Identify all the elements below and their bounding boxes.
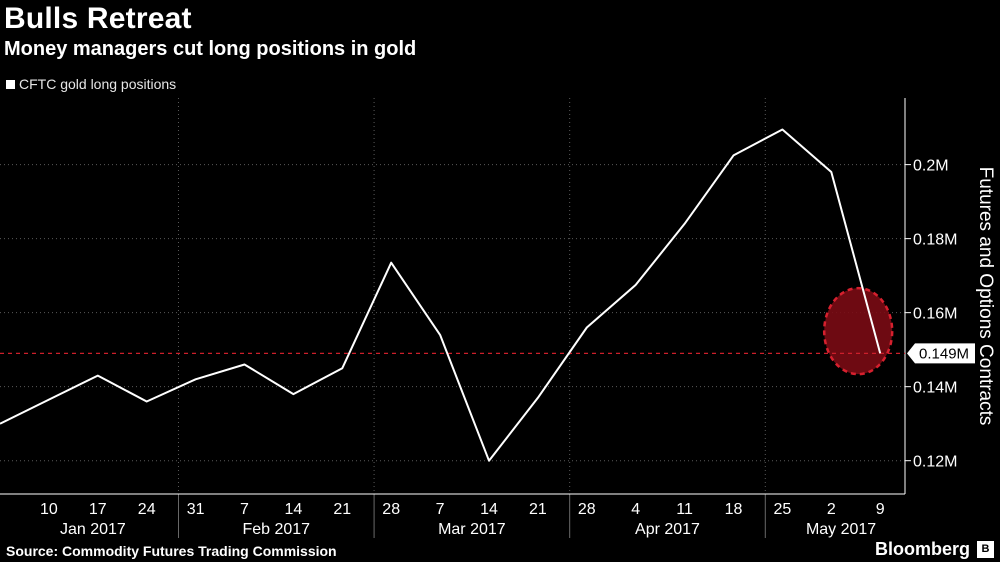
x-tick-label: 25 xyxy=(774,501,792,518)
x-tick-label: 18 xyxy=(725,501,743,518)
x-tick-label: 28 xyxy=(382,501,400,518)
month-label: Mar 2017 xyxy=(438,521,506,538)
x-tick-label: 24 xyxy=(138,501,156,518)
y-axis-title: Futures and Options Contracts xyxy=(975,167,996,426)
x-tick-label: 21 xyxy=(529,501,547,518)
month-label: Jan 2017 xyxy=(60,521,126,538)
source-note: Source: Commodity Futures Trading Commis… xyxy=(6,543,337,559)
y-tick-label: 0.18M xyxy=(913,232,957,249)
last-value-badge xyxy=(907,343,975,364)
x-tick-label: 7 xyxy=(240,501,249,518)
x-tick-label: 4 xyxy=(631,501,640,518)
x-tick-label: 14 xyxy=(480,501,498,518)
brand-logo: Bloomberg xyxy=(874,539,970,559)
x-tick-label: 31 xyxy=(187,501,205,518)
x-tick-label: 17 xyxy=(89,501,107,518)
x-tick-label: 10 xyxy=(40,501,58,518)
month-label: Apr 2017 xyxy=(635,521,700,538)
series-line-gold-long-positions xyxy=(0,128,882,462)
month-label: May 2017 xyxy=(806,521,876,538)
y-tick-label: 0.12M xyxy=(913,454,957,471)
y-tick-label: 0.2M xyxy=(913,158,949,175)
x-tick-label: 7 xyxy=(436,501,445,518)
x-tick-label: 11 xyxy=(676,501,693,518)
chart-subtitle: Money managers cut long positions in gol… xyxy=(4,38,417,60)
x-tick-label: 2 xyxy=(827,501,836,518)
last-value-label: 0.149M xyxy=(919,345,969,362)
legend-label: CFTC gold long positions xyxy=(19,76,177,92)
legend: CFTC gold long positions xyxy=(6,76,176,92)
legend-swatch xyxy=(6,79,15,89)
highlight-circle xyxy=(822,286,894,376)
y-tick-label: 0.14M xyxy=(913,380,957,397)
x-tick-label: 21 xyxy=(333,501,351,518)
y-tick-label: 0.16M xyxy=(913,306,957,323)
x-tick-label: 28 xyxy=(578,501,596,518)
brand-mark-icon: B xyxy=(977,541,994,558)
chart-title: Bulls Retreat xyxy=(4,2,192,35)
x-tick-label: 9 xyxy=(876,501,885,518)
month-label: Feb 2017 xyxy=(242,521,310,538)
x-tick-label: 14 xyxy=(285,501,303,518)
